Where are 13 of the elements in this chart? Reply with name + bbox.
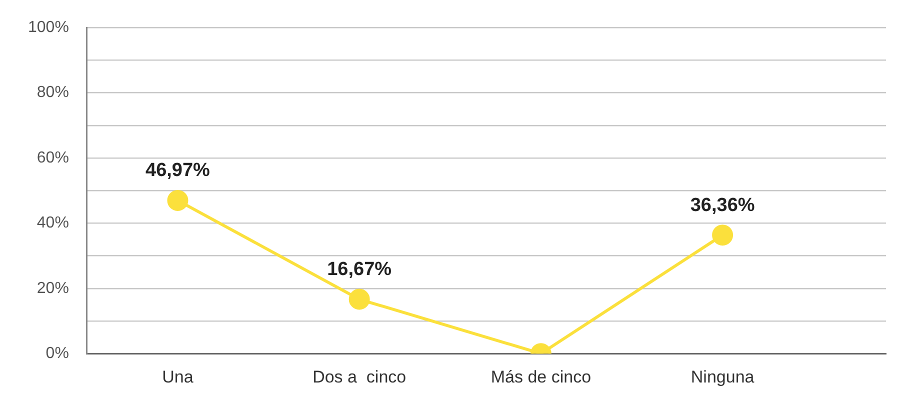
y-tick-label: 0% <box>46 345 69 362</box>
y-tick-label: 100% <box>28 19 69 36</box>
x-tick-label: Ninguna <box>690 367 755 386</box>
y-tick-label: 40% <box>36 214 69 232</box>
y-tick-label: 20% <box>36 280 69 297</box>
x-tick-label: Más de cinco <box>490 367 592 386</box>
y-tick-label: 60% <box>36 149 69 166</box>
data-label: 36,36% <box>690 194 755 216</box>
y-tick-label: 80% <box>36 84 69 102</box>
data-label: 16,67% <box>327 258 392 280</box>
x-tick-label: Dos a cinco <box>312 367 406 386</box>
x-tick-label: Una <box>162 367 194 386</box>
data-label: 46,97% <box>146 160 210 182</box>
